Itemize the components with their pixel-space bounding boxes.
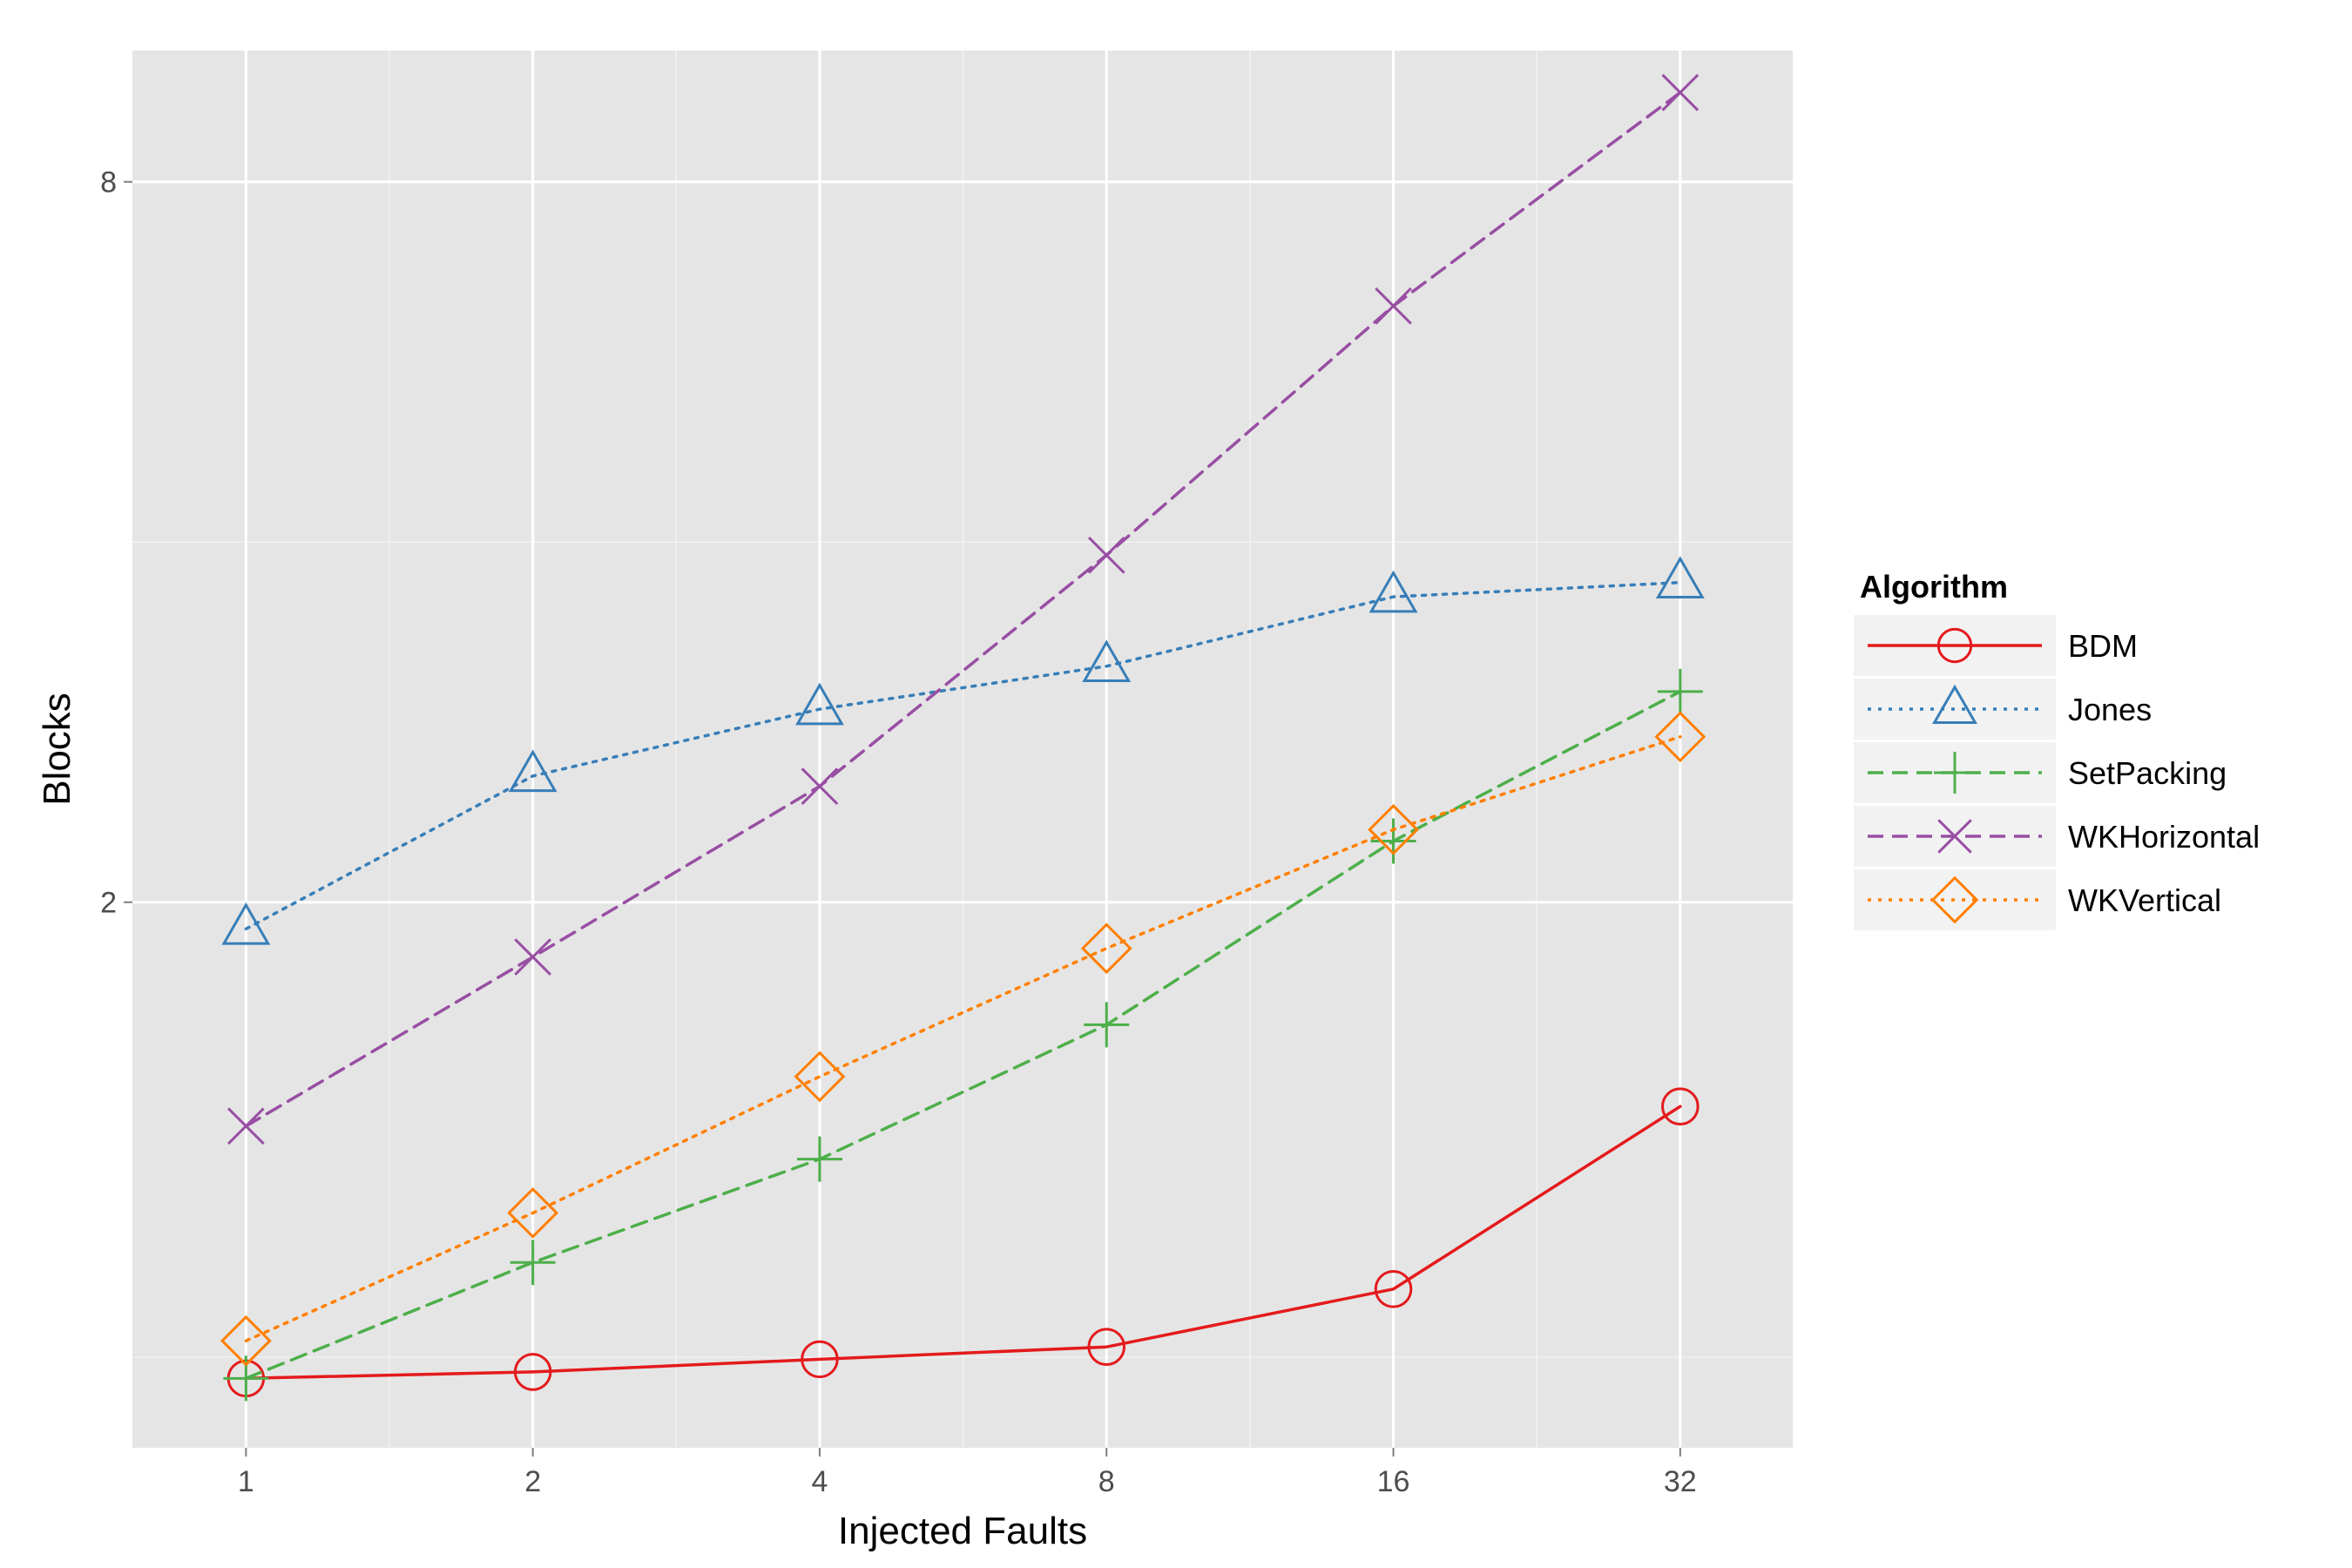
x-tick-label: 1 (238, 1465, 254, 1498)
legend-label: Jones (2068, 692, 2152, 727)
legend-key-marker (1936, 627, 1973, 664)
data-point-bdm (1087, 1328, 1126, 1366)
data-point-setpacking (796, 1136, 842, 1182)
series-layer (220, 73, 1707, 1402)
legend-title: Algorithm (1860, 569, 2008, 605)
y-tick-label: 8 (100, 166, 117, 199)
data-point-jones (221, 902, 271, 945)
y-tick-label: 2 (100, 887, 117, 920)
data-point-wkvertical (1654, 711, 1707, 763)
data-point-setpacking (1657, 668, 1703, 714)
data-point-jones (1369, 570, 1418, 613)
data-point-jones (1082, 639, 1132, 683)
x-tick-label: 4 (811, 1465, 828, 1498)
data-point-wkhorizontal (1087, 537, 1125, 574)
data-point-jones (795, 682, 844, 726)
series-line-wkvertical (244, 735, 1682, 1342)
series-line-bdm (244, 1105, 1682, 1381)
legend-item-wkvertical: WKVertical (1854, 869, 2221, 930)
data-point-wkhorizontal (1661, 73, 1700, 112)
series-line-jones (244, 580, 1682, 931)
data-point-wkvertical (507, 1186, 559, 1239)
x-tick-label: 8 (1098, 1465, 1115, 1498)
data-point-bdm (801, 1340, 839, 1379)
data-point-wkhorizontal (801, 767, 839, 805)
data-point-wkhorizontal (227, 1107, 265, 1146)
series-wkvertical (220, 711, 1707, 1367)
legend-label: WKVertical (2068, 882, 2221, 918)
legend-key-marker (1934, 752, 1976, 794)
data-point-jones (508, 749, 558, 793)
y-axis-title: Blocks (36, 693, 78, 806)
data-point-wkhorizontal (1375, 287, 1412, 325)
legend-label: WKHorizontal (2068, 819, 2260, 855)
data-point-setpacking (1370, 818, 1416, 864)
data-point-bdm (513, 1353, 552, 1391)
data-point-bdm (1661, 1087, 1700, 1125)
legend-label: SetPacking (2068, 755, 2227, 791)
data-point-wkvertical (220, 1315, 272, 1367)
legend-item-jones: Jones (1854, 679, 2152, 740)
legend-item-wkhorizontal: WKHorizontal (1854, 806, 2260, 867)
axes-layer: 1 2 4 8 16 32 2 8 (100, 166, 1697, 1498)
x-tick-label: 16 (1377, 1465, 1410, 1498)
legend-label: BDM (2068, 628, 2138, 664)
data-point-jones (1655, 556, 1705, 599)
grid-minor (132, 51, 1793, 1448)
legend-item-setpacking: SetPacking (1854, 742, 2227, 803)
data-point-wkhorizontal (514, 938, 552, 976)
data-point-setpacking (1084, 1002, 1130, 1048)
data-point-wkvertical (1368, 803, 1419, 855)
series-line-wkhorizontal (244, 91, 1682, 1128)
data-point-wkvertical (1080, 923, 1132, 975)
data-point-bdm (1374, 1270, 1413, 1308)
grid-major (132, 51, 1793, 1448)
series-wkhorizontal (227, 73, 1700, 1146)
legend-key-marker (1930, 875, 1979, 924)
data-point-wkvertical (794, 1051, 846, 1103)
series-setpacking (223, 668, 1703, 1402)
series-line-setpacking (244, 690, 1682, 1381)
x-tick-label: 2 (524, 1465, 541, 1498)
legend-key-marker (1937, 819, 1972, 854)
x-tick-label: 32 (1664, 1465, 1697, 1498)
legend-item-bdm: BDM (1854, 615, 2138, 676)
x-axis-title: Injected Faults (838, 1510, 1087, 1552)
data-point-setpacking (510, 1240, 556, 1286)
legend: Algorithm BDM Jones SetPacking WKHorizontal… (1854, 569, 2260, 930)
legend-key-marker (1932, 684, 1977, 725)
series-jones (221, 556, 1705, 945)
